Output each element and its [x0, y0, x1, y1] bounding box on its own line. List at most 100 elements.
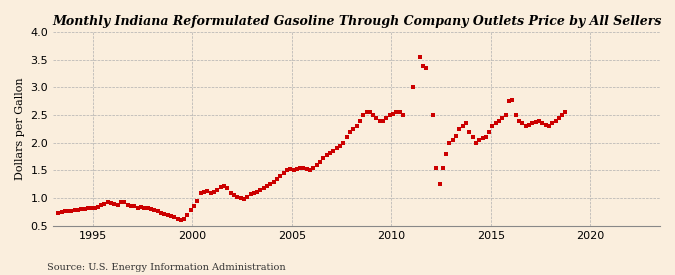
Point — [113, 203, 124, 207]
Point — [321, 153, 332, 157]
Point — [308, 166, 319, 170]
Point — [325, 150, 335, 155]
Point — [441, 152, 452, 156]
Point — [259, 186, 269, 190]
Point — [537, 121, 547, 126]
Point — [540, 123, 551, 127]
Point — [417, 64, 428, 68]
Point — [470, 141, 481, 145]
Point — [212, 188, 223, 192]
Point — [232, 194, 242, 199]
Point — [255, 188, 266, 192]
Point — [96, 203, 107, 207]
Point — [298, 166, 309, 170]
Point — [507, 97, 518, 102]
Point — [278, 171, 289, 175]
Point — [434, 182, 445, 186]
Point — [103, 200, 113, 204]
Point — [491, 121, 502, 126]
Point — [514, 119, 524, 123]
Point — [202, 189, 213, 193]
Point — [142, 206, 153, 210]
Text: Source: U.S. Energy Information Administration: Source: U.S. Energy Information Administ… — [47, 263, 286, 272]
Point — [116, 200, 127, 204]
Point — [295, 166, 306, 170]
Point — [550, 119, 561, 123]
Point — [169, 215, 180, 219]
Point — [414, 55, 425, 59]
Point — [63, 209, 74, 214]
Point — [464, 130, 475, 134]
Point — [281, 168, 292, 173]
Point — [381, 116, 392, 120]
Point — [331, 146, 342, 150]
Point — [484, 130, 495, 134]
Point — [188, 204, 199, 209]
Point — [451, 134, 462, 138]
Point — [338, 141, 349, 145]
Point — [139, 205, 150, 210]
Point — [149, 208, 160, 213]
Point — [391, 110, 402, 114]
Point — [86, 205, 97, 210]
Title: Monthly Indiana Reformulated Gasoline Through Company Outlets Price by All Selle: Monthly Indiana Reformulated Gasoline Th… — [52, 15, 662, 28]
Point — [89, 205, 100, 210]
Point — [288, 168, 299, 173]
Point — [354, 119, 365, 123]
Point — [368, 113, 379, 117]
Point — [73, 208, 84, 212]
Point — [292, 167, 302, 172]
Point — [176, 218, 186, 222]
Point — [371, 116, 382, 120]
Point — [494, 119, 505, 123]
Point — [460, 121, 471, 126]
Point — [387, 112, 398, 116]
Point — [481, 135, 491, 139]
Point — [153, 209, 163, 214]
Point — [122, 203, 133, 207]
Point — [92, 205, 103, 209]
Point — [358, 113, 369, 117]
Point — [534, 119, 545, 123]
Point — [59, 209, 70, 214]
Point — [384, 113, 395, 117]
Point — [305, 168, 316, 173]
Point — [375, 119, 385, 123]
Point — [136, 205, 146, 209]
Point — [510, 113, 521, 117]
Point — [53, 211, 63, 215]
Point — [285, 167, 296, 172]
Point — [348, 127, 358, 131]
Point — [159, 211, 169, 216]
Point — [467, 135, 478, 139]
Point — [500, 113, 511, 117]
Point — [205, 191, 216, 195]
Point — [238, 197, 249, 202]
Point — [248, 191, 259, 195]
Point — [504, 99, 514, 103]
Point — [182, 213, 193, 217]
Point — [99, 202, 110, 206]
Point — [311, 163, 322, 167]
Point — [398, 113, 408, 117]
Point — [79, 207, 90, 211]
Point — [554, 116, 564, 120]
Point — [448, 138, 458, 142]
Point — [427, 113, 438, 117]
Point — [156, 211, 167, 215]
Point — [225, 191, 236, 195]
Point — [132, 205, 143, 210]
Point — [557, 113, 568, 117]
Point — [222, 186, 233, 190]
Point — [431, 166, 441, 170]
Point — [421, 66, 431, 70]
Point — [179, 217, 190, 221]
Point — [531, 120, 541, 124]
Point — [477, 136, 488, 141]
Point — [547, 121, 558, 126]
Point — [268, 179, 279, 184]
Point — [165, 214, 176, 218]
Point — [198, 189, 209, 194]
Point — [106, 200, 117, 205]
Point — [275, 174, 286, 178]
